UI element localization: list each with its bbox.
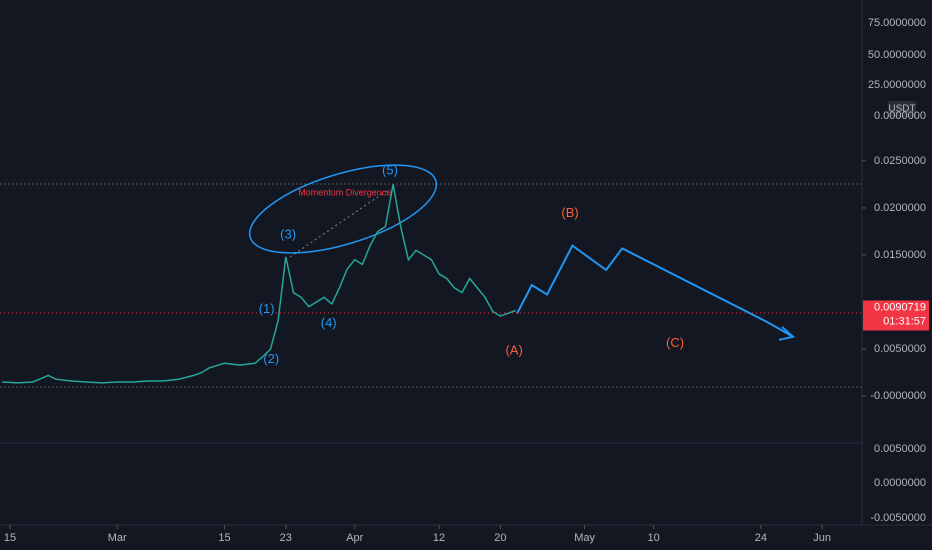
divergence-ellipse [248, 164, 438, 254]
x-tick-label: Mar [108, 532, 127, 544]
x-tick-label: Apr [346, 532, 363, 544]
wave-label: (3) [280, 227, 296, 242]
wave-label: Momentum Divergence [298, 187, 391, 197]
y-scale-label: 0.0000000 [874, 477, 926, 489]
x-tick-label: 12 [433, 532, 445, 544]
x-tick-label: 15 [4, 532, 16, 544]
last-price: 0.0090719 [874, 301, 926, 313]
y-scale-label: 0.0050000 [874, 443, 926, 455]
x-tick-label: 15 [218, 532, 230, 544]
wave-label: (5) [382, 163, 398, 178]
projection-path [516, 244, 794, 338]
y-scale-label: -0.0050000 [870, 512, 926, 524]
y-scale-label: 75.0000000 [868, 17, 926, 29]
x-tick-label: 20 [494, 532, 506, 544]
currency: USDT [888, 104, 915, 115]
wave-label: (C) [666, 335, 684, 350]
x-tick-label: 10 [647, 532, 659, 544]
wave-label: (4) [321, 315, 337, 330]
y-scale-label: 0.0000000 [874, 110, 926, 122]
projection-arrowhead [778, 326, 796, 341]
last-price-badge [863, 300, 929, 331]
y-tick-label: 0.0150000 [874, 249, 926, 261]
wave-label: (A) [505, 342, 522, 357]
x-tick-label: 24 [755, 532, 767, 544]
x-tick-label: 23 [280, 532, 292, 544]
y-tick-label: 0.0050000 [874, 343, 926, 355]
y-scale-label: 25.0000000 [868, 79, 926, 91]
currency-badge [888, 101, 916, 117]
wave-label: (2) [263, 351, 279, 366]
wave-label: (B) [561, 205, 578, 220]
y-tick-label: 0.0200000 [874, 202, 926, 214]
y-tick-label: 0.0250000 [874, 155, 926, 167]
x-tick-label: Jun [813, 532, 831, 544]
countdown: 01:31:57 [883, 315, 926, 327]
y-tick-label: -0.0000000 [870, 390, 926, 402]
wave-label: (1) [259, 301, 275, 316]
x-tick-label: May [574, 532, 595, 544]
y-scale-label: 50.0000000 [868, 49, 926, 61]
price-line-series [2, 184, 516, 384]
